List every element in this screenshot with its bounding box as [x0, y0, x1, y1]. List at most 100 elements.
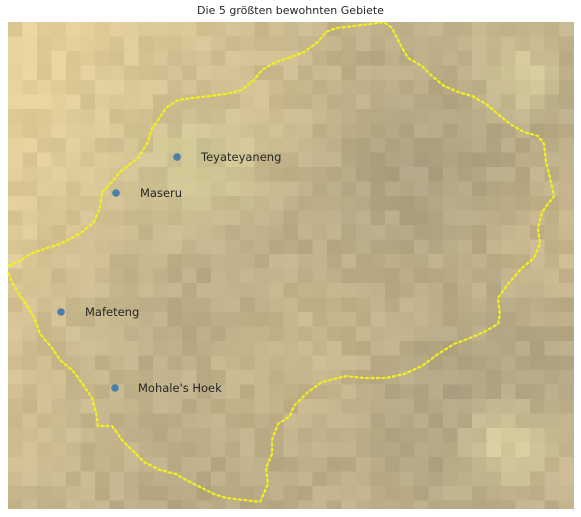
terrain-cell: [124, 239, 140, 255]
terrain-cell: [370, 167, 386, 183]
terrain-cell: [472, 138, 488, 154]
terrain-cell: [211, 268, 227, 284]
city-mafeteng[interactable]: Mafeteng: [57, 305, 139, 319]
city-marker[interactable]: [111, 384, 119, 392]
terrain-cell: [501, 413, 517, 429]
city-marker[interactable]: [112, 189, 120, 197]
terrain-cell: [472, 80, 488, 96]
terrain-cell: [80, 94, 96, 110]
terrain-cell: [385, 109, 401, 125]
terrain-cell: [269, 486, 285, 502]
terrain-cell: [559, 22, 574, 38]
terrain-cell: [22, 442, 38, 458]
terrain-cell: [51, 457, 67, 473]
terrain-cell: [182, 283, 198, 299]
terrain-cell: [559, 428, 574, 444]
terrain-cell: [283, 51, 299, 67]
terrain-cell: [501, 167, 517, 183]
terrain-cell: [8, 51, 24, 67]
terrain-cell: [559, 442, 574, 458]
terrain-cell: [515, 152, 531, 168]
terrain-cell: [22, 80, 38, 96]
terrain-cell: [254, 210, 270, 226]
terrain-cell: [240, 239, 256, 255]
terrain-cell: [182, 123, 198, 139]
terrain-cell: [530, 51, 546, 67]
terrain-cell: [254, 384, 270, 400]
terrain-cell: [544, 254, 560, 270]
terrain-cell: [573, 138, 574, 154]
terrain-cell: [167, 239, 183, 255]
terrain-cell: [356, 239, 372, 255]
terrain-cell: [269, 167, 285, 183]
terrain-cell: [37, 486, 53, 502]
terrain-cell: [196, 109, 212, 125]
terrain-cell: [37, 36, 53, 52]
terrain-cell: [138, 268, 154, 284]
terrain-cell: [472, 254, 488, 270]
terrain-cell: [225, 123, 241, 139]
terrain-cell: [240, 500, 256, 509]
terrain-cell: [124, 138, 140, 154]
terrain-cell: [356, 51, 372, 67]
terrain-cell: [22, 196, 38, 212]
terrain-cell: [530, 297, 546, 313]
terrain-cell: [138, 500, 154, 509]
terrain-cell: [225, 384, 241, 400]
terrain-cell: [254, 181, 270, 197]
city-marker[interactable]: [57, 308, 65, 316]
terrain-cell: [211, 210, 227, 226]
terrain-cell: [341, 442, 357, 458]
terrain-cell: [399, 80, 415, 96]
terrain-cell: [472, 341, 488, 357]
terrain-cell: [327, 326, 343, 342]
terrain-cell: [327, 413, 343, 429]
terrain-cell: [8, 22, 24, 38]
terrain-cell: [443, 457, 459, 473]
terrain-cell: [544, 196, 560, 212]
terrain-cell: [240, 370, 256, 386]
terrain-cell: [341, 22, 357, 38]
terrain-cell: [414, 471, 430, 487]
terrain-cell: [544, 94, 560, 110]
terrain-cell: [370, 471, 386, 487]
terrain-cell: [573, 36, 574, 52]
terrain-cell: [443, 94, 459, 110]
terrain-cell: [51, 94, 67, 110]
terrain-cell: [167, 181, 183, 197]
terrain-cell: [472, 181, 488, 197]
terrain-cell: [138, 80, 154, 96]
terrain-cell: [37, 152, 53, 168]
terrain-cell: [559, 384, 574, 400]
terrain-cell: [501, 268, 517, 284]
terrain-cell: [399, 428, 415, 444]
terrain-cell: [573, 254, 574, 270]
terrain-cell: [298, 283, 314, 299]
terrain-cell: [327, 51, 343, 67]
terrain-cell: [356, 109, 372, 125]
city-mohales-hoek[interactable]: Mohale's Hoek: [111, 381, 222, 395]
map-panel[interactable]: Teyateyaneng Maseru Mafeteng Mohale's Ho…: [8, 22, 574, 509]
city-maseru[interactable]: Maseru: [112, 186, 182, 200]
terrain-cell: [66, 22, 82, 38]
terrain-cell: [443, 181, 459, 197]
terrain-cell: [109, 196, 125, 212]
terrain-cell: [312, 138, 328, 154]
terrain-cell: [486, 428, 502, 444]
terrain-cell: [486, 65, 502, 81]
city-teyateyaneng[interactable]: Teyateyaneng: [173, 150, 281, 164]
terrain-cell: [211, 152, 227, 168]
terrain-cell: [399, 283, 415, 299]
terrain-cell: [428, 471, 444, 487]
terrain-cell: [37, 413, 53, 429]
map-canvas[interactable]: Teyateyaneng Maseru Mafeteng Mohale's Ho…: [8, 22, 574, 509]
terrain-cell: [370, 341, 386, 357]
terrain-cell: [327, 500, 343, 509]
terrain-cell: [298, 36, 314, 52]
city-marker[interactable]: [173, 153, 181, 161]
terrain-cell: [211, 370, 227, 386]
terrain-cell: [312, 500, 328, 509]
terrain-cell: [8, 36, 24, 52]
terrain-cell: [385, 428, 401, 444]
terrain-cell: [298, 167, 314, 183]
